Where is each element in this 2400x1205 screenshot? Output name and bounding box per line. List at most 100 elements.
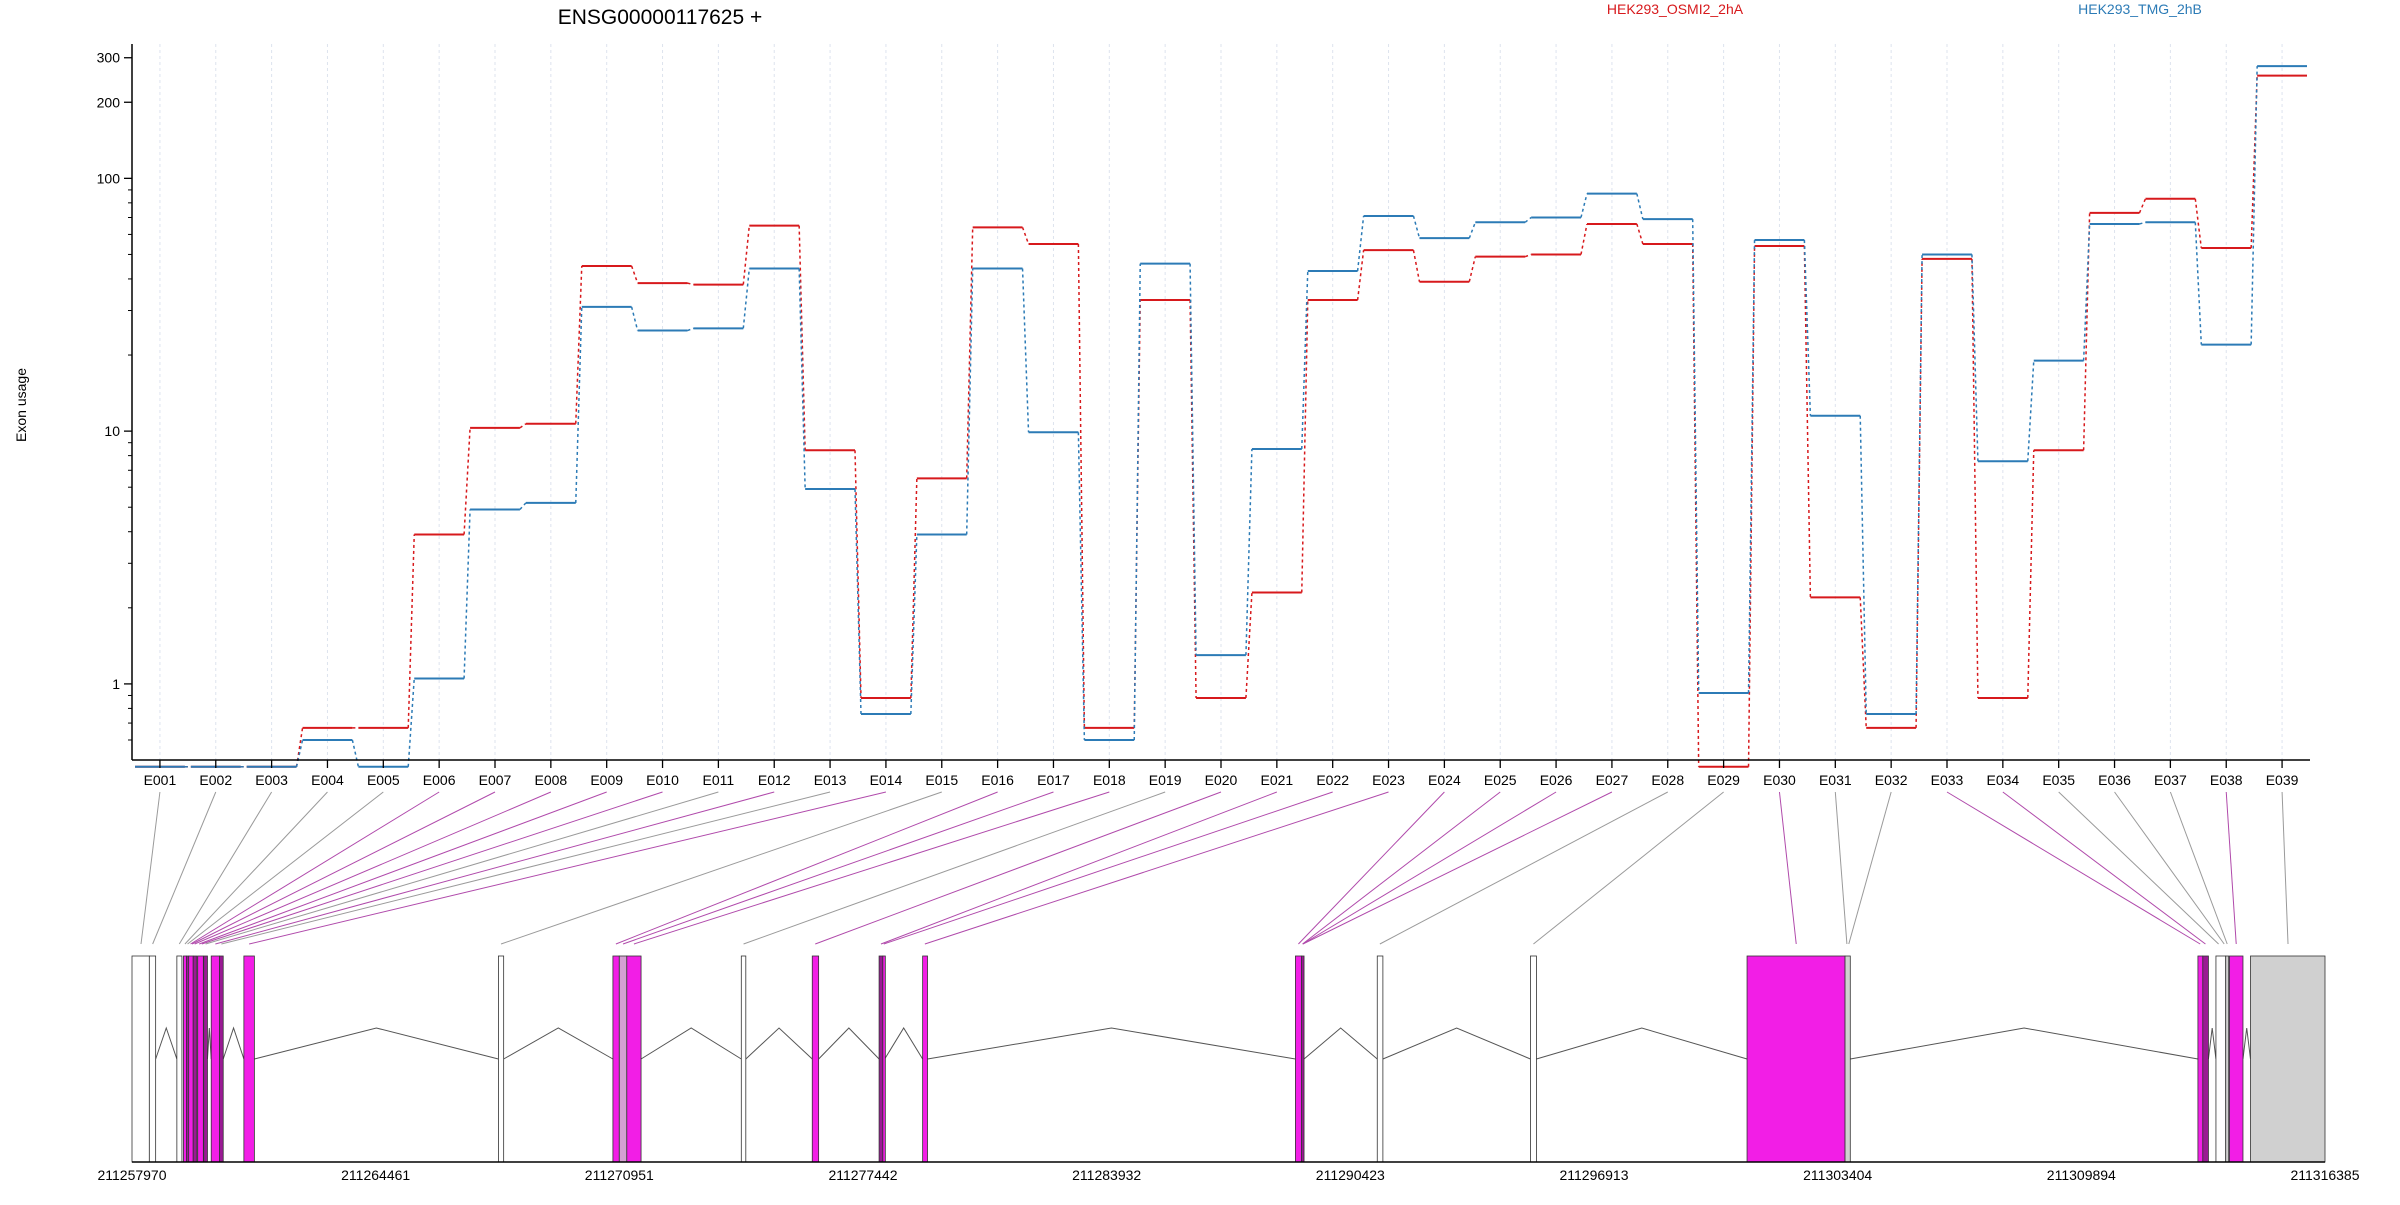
x-tick-label: E022 — [1316, 772, 1349, 788]
x-tick-label: E013 — [814, 772, 847, 788]
exon-connection — [194, 791, 552, 945]
series-connector — [1915, 258, 1923, 728]
exon-box — [2250, 955, 2326, 1163]
series-connector — [407, 534, 415, 728]
x-tick-label: E001 — [144, 772, 177, 788]
exon-connection — [1834, 791, 1848, 945]
exon-box — [1746, 955, 1846, 1163]
exon-connection — [187, 791, 384, 945]
legend-entry-osmi2: HEK293_OSMI2_2hA — [1607, 1, 1744, 17]
exon-box — [618, 955, 628, 1163]
exon-connection — [633, 791, 1110, 945]
exon-box — [878, 955, 884, 1163]
exon-connection — [152, 791, 217, 945]
series-connector — [1021, 268, 1030, 433]
intron-line — [1536, 1027, 1748, 1060]
exon-connection — [1533, 791, 1724, 945]
series-connector — [798, 225, 806, 451]
exon-box — [498, 955, 505, 1163]
exon-box — [1301, 955, 1305, 1163]
x-tick-label: E009 — [590, 772, 623, 788]
exon-box — [2229, 955, 2244, 1163]
genomic-tick-label: 211257970 — [97, 1167, 166, 1183]
x-tick-label: E020 — [1205, 772, 1238, 788]
x-tick-label: E029 — [1707, 772, 1740, 788]
y-tick-label: 200 — [97, 94, 121, 110]
exon-box — [811, 955, 820, 1163]
exon-box — [2202, 955, 2209, 1163]
exon-box — [192, 955, 198, 1163]
x-tick-label: E034 — [1986, 772, 2019, 788]
exon-connection — [1848, 791, 1892, 945]
y-tick-label: 10 — [104, 423, 120, 439]
series-connector — [742, 225, 751, 285]
exon-box — [148, 955, 157, 1163]
intron-line — [206, 1027, 212, 1060]
series-connector — [910, 534, 918, 715]
exon-box — [922, 955, 928, 1163]
exon-connection — [1379, 791, 1669, 945]
x-tick-label: E021 — [1260, 772, 1293, 788]
series-connector — [575, 265, 583, 424]
x-tick-label: E018 — [1093, 772, 1126, 788]
series-connector — [2139, 221, 2146, 225]
series-connector — [1859, 415, 1867, 715]
y-axis-label: Exon usage — [13, 368, 29, 442]
genomic-tick-label: 211309894 — [2047, 1167, 2116, 1183]
series-connector — [687, 327, 694, 332]
series-connector — [295, 739, 304, 767]
exon-connection — [205, 791, 719, 945]
exon-box — [203, 955, 208, 1163]
series-connector — [1468, 222, 1477, 239]
exon-connection-lines — [140, 791, 2289, 945]
series-connector — [965, 227, 974, 479]
series-connector — [463, 509, 471, 679]
x-tick-label: E010 — [646, 772, 679, 788]
x-tick-label: E005 — [367, 772, 400, 788]
exon-box — [1295, 955, 1302, 1163]
series-connector — [2082, 223, 2091, 361]
x-tick-label: E023 — [1372, 772, 1405, 788]
series-connector — [742, 268, 751, 329]
series-connector — [965, 268, 974, 535]
series-connector — [687, 282, 694, 286]
series-connector — [1636, 223, 1644, 245]
exon-box — [740, 955, 747, 1163]
intron-line — [2207, 1027, 2217, 1060]
exon-connection — [883, 791, 1333, 945]
exon-connection — [815, 791, 1222, 945]
series-connector — [1915, 254, 1923, 715]
exon-box — [219, 955, 224, 1163]
y-tick-label: 1 — [112, 676, 120, 692]
exon-box — [612, 955, 620, 1163]
exon-connection — [199, 791, 607, 945]
series-connector — [1580, 193, 1588, 218]
x-tick-label: E037 — [2154, 772, 2187, 788]
series-connector — [2138, 198, 2147, 214]
exon-connection — [140, 791, 161, 945]
exon-connection — [1778, 791, 1797, 945]
genomic-tick-label: 211296913 — [1559, 1167, 1628, 1183]
exon-connection — [215, 791, 775, 945]
exon-box — [243, 955, 255, 1163]
x-tick-label: E008 — [534, 772, 567, 788]
genomic-tick-label: 211264461 — [341, 1167, 410, 1183]
series-connector — [1636, 193, 1644, 220]
intron-line — [818, 1027, 880, 1060]
genomic-tick-label: 211270951 — [585, 1167, 654, 1183]
exon-box — [210, 955, 220, 1163]
series-connector — [1468, 256, 1477, 282]
series-connector — [2027, 360, 2035, 462]
exon-box — [197, 955, 204, 1163]
intron-line — [1382, 1027, 1531, 1060]
exon-box — [183, 955, 187, 1163]
series-connector — [798, 268, 806, 490]
intron-line — [927, 1027, 1296, 1060]
intron-line — [503, 1027, 614, 1060]
exon-connection — [1302, 791, 1501, 945]
exon-box — [1844, 955, 1851, 1163]
exon-box — [176, 955, 183, 1163]
series-connector — [2194, 222, 2203, 345]
